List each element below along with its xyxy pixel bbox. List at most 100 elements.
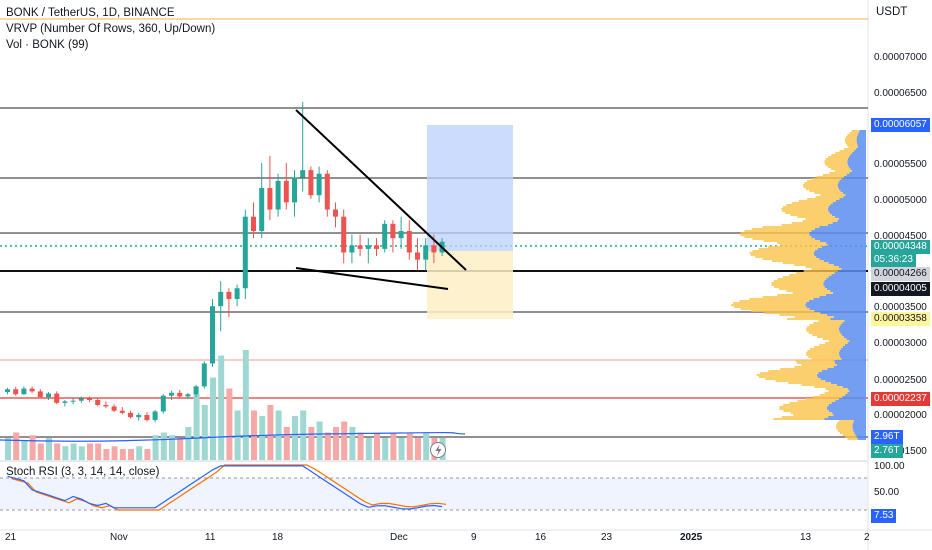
volume-legend[interactable]: Vol · BONK (99) xyxy=(6,39,89,51)
candle[interactable] xyxy=(5,387,10,395)
profile-row-up xyxy=(841,268,866,270)
profile-row-up xyxy=(832,222,866,224)
profile-row-up xyxy=(834,360,866,362)
profile-row-up xyxy=(826,294,866,296)
trendline-resistance[interactable] xyxy=(295,109,467,271)
profile-row-up xyxy=(841,178,866,180)
profile-row-up xyxy=(832,202,866,204)
profile-row-down xyxy=(773,280,825,282)
profile-row-down xyxy=(763,240,820,242)
vrvp-legend[interactable]: VRVP (Number Of Rows, 360, Up/Down) xyxy=(6,23,216,35)
long-position-stop-zone[interactable] xyxy=(427,251,513,319)
price-tag-6057[interactable]: 0.00006057 xyxy=(871,118,930,132)
profile-row-up xyxy=(828,262,866,264)
price-tag-current[interactable]: 0.00004348 xyxy=(871,240,930,254)
candle[interactable] xyxy=(177,389,183,398)
candle[interactable] xyxy=(185,392,191,400)
candle[interactable] xyxy=(226,288,232,317)
candle[interactable] xyxy=(374,238,379,257)
volume-tag-ma[interactable]: 2.96T xyxy=(871,430,903,444)
candle[interactable] xyxy=(218,281,224,332)
candle[interactable] xyxy=(390,220,396,253)
candle[interactable] xyxy=(29,386,35,393)
candle[interactable] xyxy=(333,202,338,228)
stoch-rsi-legend[interactable]: Stoch RSI (3, 3, 14, 14, close) xyxy=(6,466,160,478)
candle[interactable] xyxy=(144,412,150,422)
candle[interactable] xyxy=(308,166,314,199)
profile-row-up xyxy=(830,204,866,206)
volume-tag-current[interactable]: 2.76T xyxy=(871,444,903,458)
profile-row-down xyxy=(756,374,817,376)
volume-bar xyxy=(144,449,151,460)
price-tag-3358[interactable]: 0.00003358 xyxy=(871,312,930,326)
candle[interactable] xyxy=(267,155,273,221)
profile-row-up xyxy=(857,438,866,440)
candle[interactable] xyxy=(95,398,101,407)
candle[interactable] xyxy=(251,202,256,239)
candle[interactable] xyxy=(46,392,51,400)
candle[interactable] xyxy=(357,234,363,257)
symbol-title[interactable]: BONK / TetherUS, 1D, BINANCE xyxy=(6,7,175,19)
trendline-support[interactable] xyxy=(295,267,449,290)
rsi-band xyxy=(0,478,868,510)
candle[interactable] xyxy=(398,216,404,249)
candle[interactable] xyxy=(316,166,322,203)
candle[interactable] xyxy=(324,170,330,217)
candle[interactable] xyxy=(292,170,297,217)
profile-row-down xyxy=(803,186,838,188)
candle[interactable] xyxy=(111,404,117,413)
price-tag-4005[interactable]: 0.00004005 xyxy=(871,282,930,296)
volume-bar xyxy=(193,394,200,460)
candle[interactable] xyxy=(423,238,429,271)
profile-row-down xyxy=(807,350,840,352)
candle[interactable] xyxy=(210,299,215,368)
candle[interactable] xyxy=(406,220,412,260)
candle[interactable] xyxy=(70,398,76,405)
candle[interactable] xyxy=(128,410,133,419)
candle[interactable] xyxy=(242,209,248,300)
candle[interactable] xyxy=(169,390,174,400)
candle[interactable] xyxy=(341,209,347,264)
profile-row-up xyxy=(832,292,866,294)
profile-row-up xyxy=(818,372,866,374)
candle[interactable] xyxy=(78,396,84,403)
candle[interactable] xyxy=(13,387,19,396)
candle[interactable] xyxy=(349,234,355,264)
candle[interactable] xyxy=(152,410,158,423)
candle[interactable] xyxy=(259,162,265,239)
long-position-profit-zone[interactable] xyxy=(427,125,513,251)
candle[interactable] xyxy=(160,394,166,414)
profile-row-down xyxy=(781,416,829,418)
volume-bar xyxy=(300,410,307,460)
candle[interactable] xyxy=(234,284,240,307)
candle[interactable] xyxy=(382,220,388,253)
candle[interactable] xyxy=(365,238,371,264)
candle[interactable] xyxy=(136,412,142,421)
profile-row-up xyxy=(833,264,866,266)
candle[interactable] xyxy=(87,396,92,403)
candle[interactable] xyxy=(21,386,27,395)
candle[interactable] xyxy=(283,162,289,210)
candle[interactable] xyxy=(62,399,68,407)
candle[interactable] xyxy=(103,401,109,408)
rsi-value-tag[interactable]: 7.53 xyxy=(871,509,897,523)
candlesticks[interactable] xyxy=(5,102,445,423)
profile-row-up xyxy=(819,226,866,228)
profile-row-down xyxy=(839,150,855,152)
lightning-icon[interactable] xyxy=(430,442,446,458)
candle[interactable] xyxy=(201,361,207,389)
currency-label[interactable]: USDT xyxy=(876,6,908,18)
price-tag-4266[interactable]: 0.00004266 xyxy=(871,267,930,281)
price-tag-2237[interactable]: 0.00002237 xyxy=(871,392,930,406)
candle[interactable] xyxy=(275,173,281,217)
candle[interactable] xyxy=(54,391,60,405)
candle[interactable] xyxy=(415,238,420,271)
candle[interactable] xyxy=(193,384,199,398)
price-label: 0.00005000 xyxy=(874,195,927,206)
profile-row-down xyxy=(752,228,815,230)
volume-bar xyxy=(226,388,233,460)
profile-row-down xyxy=(740,234,810,236)
candle[interactable] xyxy=(119,407,125,415)
candle[interactable] xyxy=(37,389,43,399)
